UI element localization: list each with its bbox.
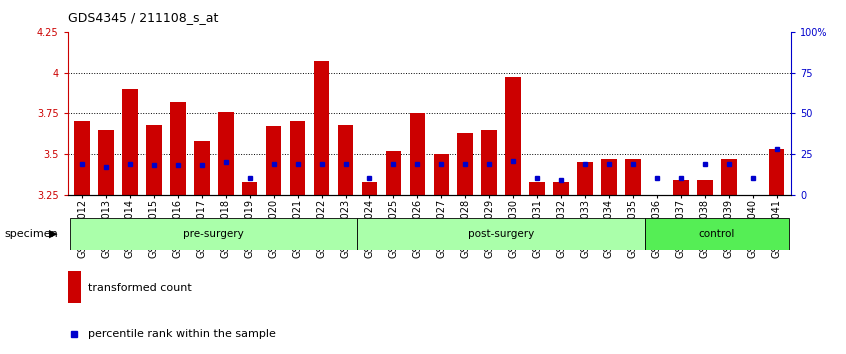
Bar <box>314 61 329 195</box>
Text: control: control <box>699 229 735 239</box>
Text: GDS4345 / 211108_s_at: GDS4345 / 211108_s_at <box>68 11 218 24</box>
Text: transformed count: transformed count <box>88 283 192 293</box>
Text: specimen: specimen <box>4 229 58 239</box>
Bar <box>74 121 90 195</box>
Bar <box>458 133 473 195</box>
Bar <box>170 102 185 195</box>
Bar <box>649 195 665 200</box>
Bar <box>386 151 401 195</box>
Bar <box>409 113 426 195</box>
Bar <box>602 159 617 195</box>
Text: post-surgery: post-surgery <box>468 229 535 239</box>
Bar <box>266 126 282 195</box>
Bar <box>697 180 712 195</box>
Bar <box>721 159 737 195</box>
Bar <box>530 182 545 195</box>
Bar <box>358 218 645 250</box>
Bar <box>290 121 305 195</box>
Bar <box>338 125 354 195</box>
Text: pre-surgery: pre-surgery <box>184 229 244 239</box>
Bar <box>505 78 521 195</box>
Text: percentile rank within the sample: percentile rank within the sample <box>88 329 276 339</box>
Bar <box>122 89 138 195</box>
Bar <box>769 149 784 195</box>
Bar <box>146 125 162 195</box>
Bar <box>218 112 233 195</box>
Bar <box>98 130 113 195</box>
Bar <box>625 159 640 195</box>
Bar <box>433 154 449 195</box>
Bar <box>645 218 788 250</box>
Bar <box>242 182 257 195</box>
Bar <box>673 180 689 195</box>
Bar <box>553 182 569 195</box>
Text: ▶: ▶ <box>49 229 58 239</box>
Bar <box>68 271 80 303</box>
Bar <box>577 162 593 195</box>
Bar <box>481 130 497 195</box>
Bar <box>362 182 377 195</box>
Bar <box>194 141 210 195</box>
Bar <box>70 218 358 250</box>
